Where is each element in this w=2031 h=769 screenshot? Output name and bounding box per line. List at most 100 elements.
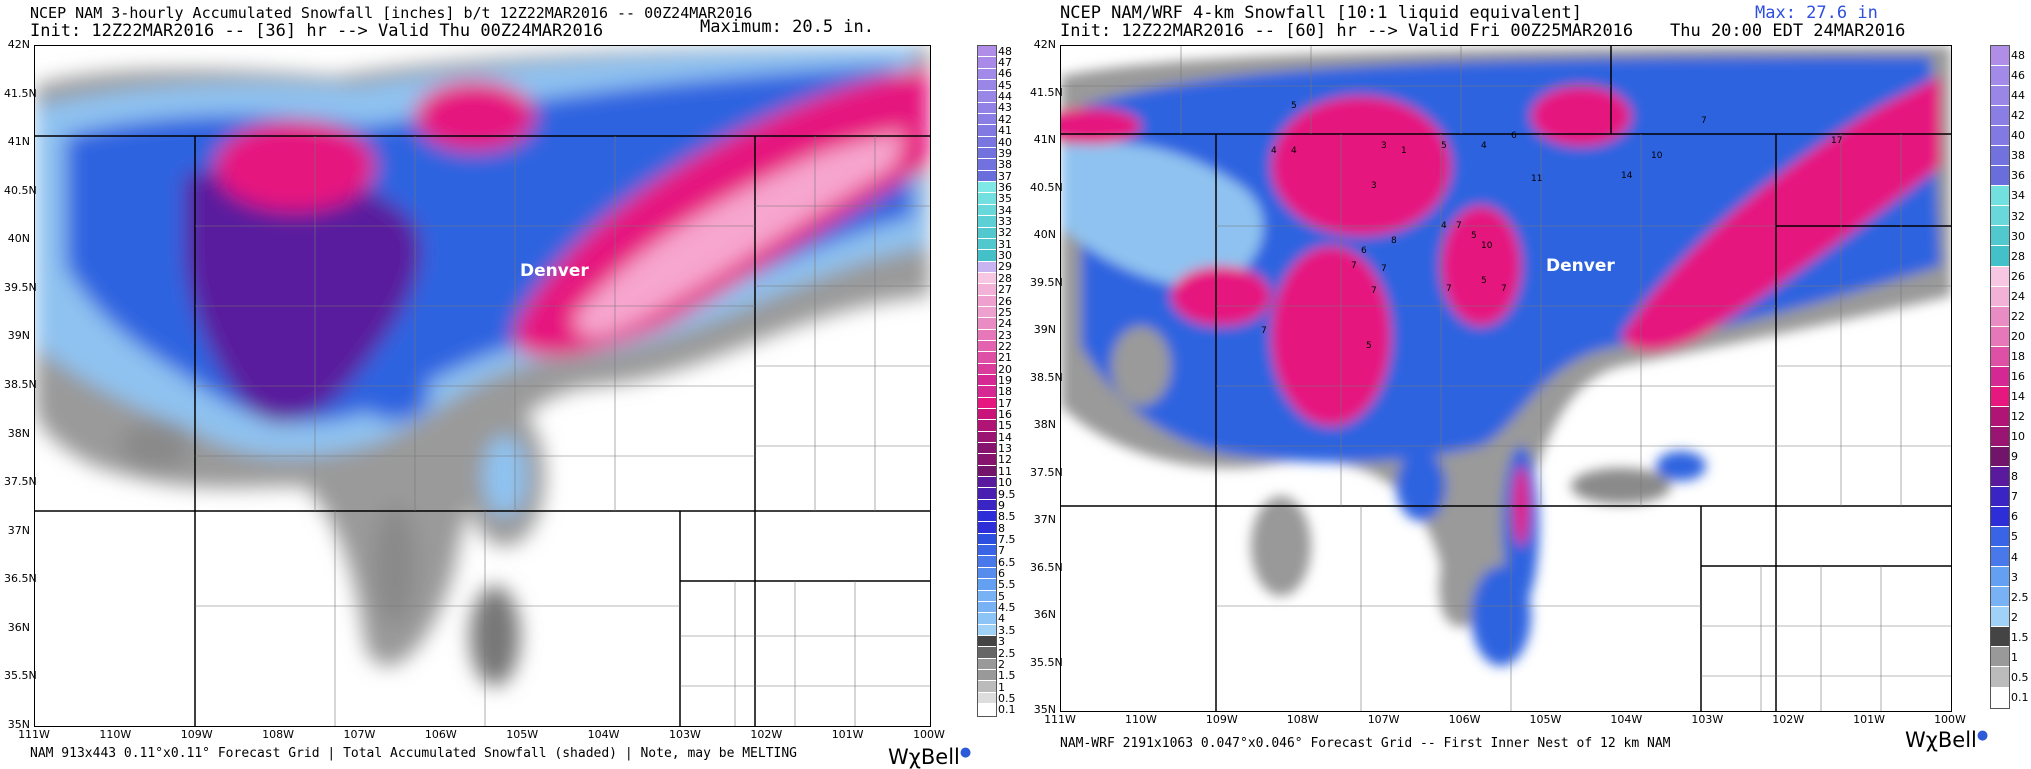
colorbar-label: 16 bbox=[998, 408, 1012, 422]
lon-tick-label: 101W bbox=[831, 728, 864, 741]
colorbar-label: 28 bbox=[998, 271, 1012, 285]
colorbar-swatch bbox=[978, 443, 996, 455]
left-maximum: Maximum: 20.5 in. bbox=[700, 17, 874, 37]
colorbar-label: 26 bbox=[2011, 269, 2025, 283]
colorbar-label: 30 bbox=[998, 249, 1012, 263]
colorbar-label: 41 bbox=[998, 124, 1012, 138]
right-header-line2: Init: 12Z22MAR2016 -- [60] hr --> Valid … bbox=[1060, 21, 1634, 41]
colorbar-label: 0.1 bbox=[2011, 690, 2029, 704]
colorbar-label: 33 bbox=[998, 215, 1012, 229]
colorbar-swatch bbox=[1991, 86, 2009, 107]
map-value-label: 4 bbox=[1271, 146, 1277, 156]
colorbar-swatch bbox=[978, 511, 996, 523]
map-value-label: 8 bbox=[1391, 236, 1397, 246]
colorbar-swatch bbox=[1991, 166, 2009, 187]
colorbar-swatch bbox=[978, 340, 996, 353]
colorbar-label: 7 bbox=[998, 544, 1005, 558]
map-value-label: 10 bbox=[1481, 241, 1493, 251]
map-value-label: 7 bbox=[1446, 284, 1452, 294]
pink-core bbox=[575, 131, 905, 337]
colorbar-label: 18 bbox=[2011, 349, 2025, 363]
magenta-blob bbox=[1531, 86, 1631, 146]
colorbar-label: 10 bbox=[998, 476, 1012, 490]
colorbar-swatch bbox=[978, 193, 996, 205]
colorbar-swatch bbox=[978, 556, 996, 568]
map-value-label: 7 bbox=[1351, 261, 1357, 271]
left-map[interactable]: Denver bbox=[34, 45, 931, 727]
colorbar-label: 46 bbox=[998, 67, 1012, 81]
colorbar-swatch bbox=[978, 601, 996, 614]
colorbar-label: 14 bbox=[998, 430, 1012, 444]
lon-tick-label: 109W bbox=[180, 728, 213, 741]
lat-tick-label: 37.5N bbox=[4, 475, 37, 489]
colorbar-label: 9 bbox=[998, 498, 1005, 512]
lon-tick-label: 110W bbox=[1124, 713, 1157, 726]
brand-dot-icon: ● bbox=[1976, 728, 1989, 743]
colorbar-swatch bbox=[1991, 527, 2009, 548]
colorbar-swatch bbox=[1991, 266, 2009, 287]
gray-blob bbox=[470, 586, 520, 686]
lat-tick-label: 36N bbox=[7, 620, 30, 634]
right-valid-local: Thu 20:00 EDT 24MAR2016 bbox=[1670, 21, 1906, 41]
right-map[interactable]: 5 3 5 6 4 14 7 17 4 4 1 10 3 11 4 5 6 7 7 7 8 10 5 7 5 7 7 7 Denver bbox=[1060, 45, 1952, 712]
lat-tick-label: 35N bbox=[1033, 703, 1056, 716]
lat-tick-label: 37N bbox=[7, 523, 30, 537]
colorbar-swatch bbox=[978, 567, 996, 580]
colorbar-swatch bbox=[1991, 46, 2009, 67]
colorbar-label: 9.5 bbox=[998, 487, 1016, 501]
lat-tick-label: 39N bbox=[7, 329, 30, 343]
colorbar-label: 22 bbox=[2011, 309, 2025, 323]
colorbar-swatch bbox=[1991, 306, 2009, 327]
colorbar-label: 15 bbox=[998, 419, 1012, 433]
colorbar-label: 34 bbox=[2011, 189, 2025, 203]
colorbar-swatch bbox=[978, 204, 996, 217]
colorbar-swatch bbox=[978, 80, 996, 92]
colorbar-label: 44 bbox=[998, 90, 1012, 104]
colorbar-swatch bbox=[978, 386, 996, 398]
lon-tick-label: 102W bbox=[1772, 713, 1805, 726]
colorbar-swatch bbox=[1991, 567, 2009, 588]
blue-blob bbox=[1471, 566, 1531, 666]
colorbar-swatch bbox=[1991, 186, 2009, 207]
lon-tick-label: 111W bbox=[1044, 713, 1076, 726]
colorbar-label: 1.5 bbox=[998, 669, 1016, 683]
colorbar-swatch bbox=[978, 261, 996, 273]
colorbar-swatch bbox=[1991, 106, 2009, 127]
lat-tick-label: 37.5N bbox=[1030, 465, 1063, 479]
right-brand-text: WχBell bbox=[1905, 728, 1977, 752]
colorbar-label: 5 bbox=[2011, 530, 2018, 544]
map-value-label: 7 bbox=[1261, 326, 1267, 336]
left-header-line1: NCEP NAM 3-hourly Accumulated Snowfall [… bbox=[30, 4, 753, 22]
left-footer: NAM 913x443 0.11°x0.11° Forecast Grid | … bbox=[30, 746, 798, 761]
blue-blob bbox=[1656, 451, 1706, 481]
colorbar-swatch bbox=[978, 238, 996, 251]
lat-tick-label: 40.5N bbox=[1030, 180, 1063, 194]
colorbar-swatch bbox=[978, 647, 996, 659]
colorbar-swatch bbox=[978, 318, 996, 330]
colorbar-label: 0.5 bbox=[2011, 670, 2029, 684]
colorbar-label: 29 bbox=[998, 260, 1012, 274]
map-value-label: 5 bbox=[1481, 276, 1487, 286]
colorbar-label: 18 bbox=[998, 385, 1012, 399]
colorbar-label: 8 bbox=[2011, 470, 2018, 484]
lat-tick-label: 38N bbox=[1033, 418, 1056, 431]
colorbar-swatch bbox=[1991, 667, 2009, 688]
lat-tick-label: 41N bbox=[1033, 133, 1056, 146]
colorbar-label: 48 bbox=[998, 44, 1012, 58]
colorbar-label: 0.5 bbox=[998, 691, 1016, 705]
map-value-label: 17 bbox=[1831, 136, 1843, 146]
left-snowfall-map bbox=[35, 46, 930, 726]
map-value-label: 4 bbox=[1481, 141, 1487, 151]
colorbar-label: 6 bbox=[998, 567, 1005, 581]
right-city-label-denver: Denver bbox=[1546, 256, 1615, 276]
colorbar-swatch bbox=[978, 46, 996, 58]
colorbar-swatch bbox=[978, 148, 996, 160]
colorbar-swatch bbox=[978, 68, 996, 81]
lat-tick-label: 35.5N bbox=[4, 669, 37, 683]
lat-tick-label: 36.5N bbox=[4, 572, 37, 586]
map-value-label: 7 bbox=[1701, 116, 1707, 126]
colorbar-swatch bbox=[978, 57, 996, 69]
colorbar-label: 4.5 bbox=[998, 601, 1016, 615]
colorbar-label: 32 bbox=[998, 226, 1012, 240]
colorbar-swatch bbox=[1991, 66, 2009, 87]
